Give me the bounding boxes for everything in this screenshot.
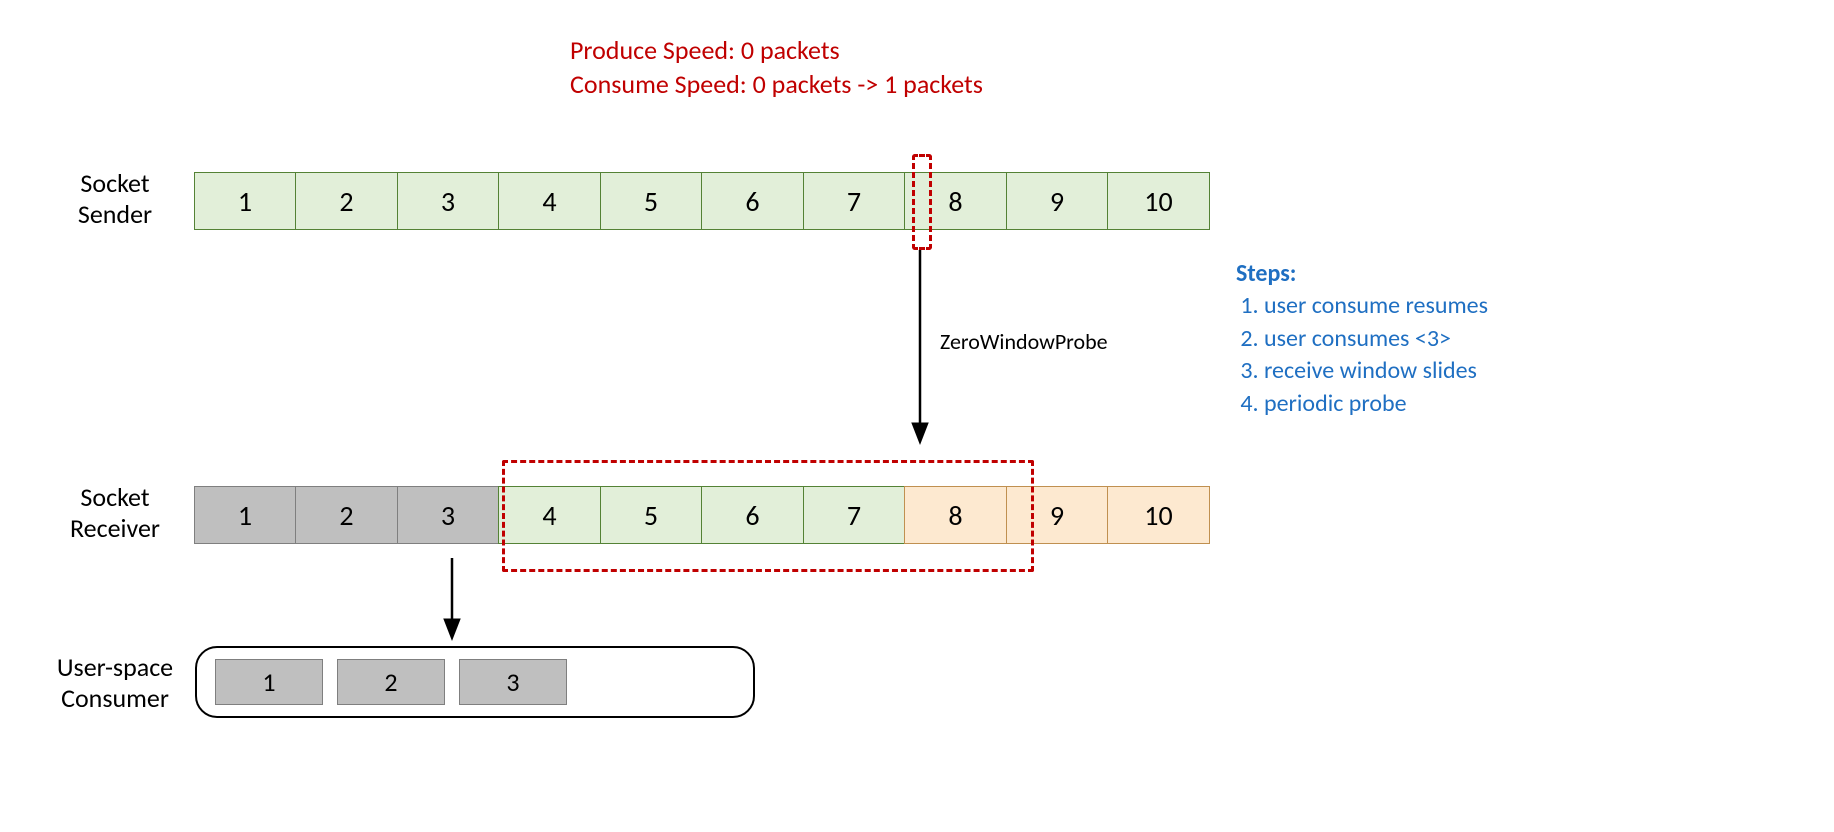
buffer-cell: 9: [1006, 486, 1109, 544]
buffer-cell: 2: [295, 172, 398, 230]
buffer-cell: 8: [904, 172, 1007, 230]
speed-header: Produce Speed: 0 packetsConsume Speed: 0…: [570, 34, 983, 102]
buffer-cell: 9: [1006, 172, 1109, 230]
buffer-cell: 4: [498, 486, 601, 544]
zero-window-probe-label: ZeroWindowProbe: [940, 328, 1108, 355]
user-space-consumer-box: 123: [195, 646, 755, 718]
consumer-label: User-spaceConsumer: [40, 652, 190, 714]
sender-label: SocketSender: [40, 168, 190, 230]
zero-window-probe-arrow: [908, 238, 932, 452]
consumer-cell: 1: [215, 659, 323, 705]
step-item: user consume resumes: [1264, 290, 1488, 322]
receiver-label: SocketReceiver: [40, 482, 190, 544]
steps-block: Steps: user consume resumesuser consumes…: [1236, 258, 1488, 420]
receiver-buffer: 12345678910: [195, 486, 1210, 544]
buffer-cell: 1: [194, 486, 297, 544]
consume-speed-text: Consume Speed: 0 packets -> 1 packets: [570, 68, 983, 100]
buffer-cell: 10: [1107, 172, 1210, 230]
buffer-cell: 4: [498, 172, 601, 230]
buffer-cell: 6: [701, 486, 804, 544]
consumer-cell: 3: [459, 659, 567, 705]
produce-speed-text: Produce Speed: 0 packets: [570, 34, 840, 66]
consume-arrow: [440, 546, 464, 648]
buffer-cell: 7: [803, 172, 906, 230]
buffer-cell: 6: [701, 172, 804, 230]
steps-list: user consume resumesuser consumes <3>rec…: [1236, 290, 1488, 420]
step-item: user consumes <3>: [1264, 323, 1488, 355]
buffer-cell: 5: [600, 172, 703, 230]
step-item: periodic probe: [1264, 388, 1488, 420]
buffer-cell: 10: [1107, 486, 1210, 544]
sender-buffer: 12345678910: [195, 172, 1210, 230]
step-item: receive window slides: [1264, 355, 1488, 387]
buffer-cell: 7: [803, 486, 906, 544]
buffer-cell: 1: [194, 172, 297, 230]
buffer-cell: 3: [397, 486, 500, 544]
consumer-cell: 2: [337, 659, 445, 705]
buffer-cell: 5: [600, 486, 703, 544]
buffer-cell: 3: [397, 172, 500, 230]
steps-title: Steps:: [1236, 258, 1488, 290]
buffer-cell: 2: [295, 486, 398, 544]
buffer-cell: 8: [904, 486, 1007, 544]
